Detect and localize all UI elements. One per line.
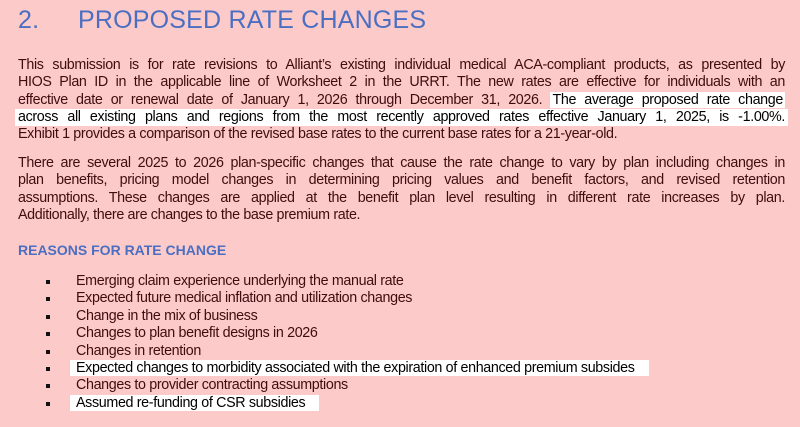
- reason-item: Expected future medical inflation and ut…: [44, 290, 649, 307]
- line-text: effective date or renewal date of Januar…: [18, 91, 543, 108]
- reason-text: Changes to plan benefit designs in 2026: [76, 325, 318, 342]
- reason-item: Changes to plan benefit designs in 2026: [44, 325, 649, 342]
- paragraph-line: There are several 2025 to 2026 plan-spec…: [18, 155, 785, 171]
- bullet-square-icon: [46, 384, 50, 389]
- reason-text: Change in the mix of business: [76, 307, 258, 324]
- paragraph-line: This submission is for rate revisions to…: [18, 57, 785, 73]
- bullet-square-icon: [46, 349, 50, 354]
- highlighted-line: across all existing plans and regions fr…: [15, 108, 788, 127]
- bullet-square-icon: [46, 366, 50, 371]
- section-title: PROPOSED RATE CHANGES: [78, 6, 427, 34]
- bullet-square-icon: [46, 332, 50, 337]
- reason-text: Expected future medical inflation and ut…: [76, 290, 413, 307]
- reason-text: Changes to provider contracting assumpti…: [76, 377, 348, 394]
- reason-text: Emerging claim experience underlying the…: [76, 273, 404, 289]
- section-heading: 2. PROPOSED RATE CHANGES: [18, 6, 426, 35]
- reasons-list: Emerging claim experience underlying the…: [44, 273, 649, 412]
- paragraph-line: effective date or renewal date of Januar…: [18, 91, 785, 109]
- paragraph-rate-summary: This submission is for rate revisions to…: [15, 57, 788, 143]
- reason-text: Assumed re-funding of CSR subsidies: [70, 394, 320, 411]
- reasons-heading: REASONS FOR RATE CHANGE: [18, 242, 227, 258]
- reason-item: Change in the mix of business: [44, 308, 649, 325]
- bullet-square-icon: [46, 401, 50, 406]
- paragraph-plan-changes: There are several 2025 to 2026 plan-spec…: [18, 155, 785, 224]
- highlighted-text: The average proposed rate change: [550, 91, 785, 108]
- section-number: 2.: [18, 6, 40, 34]
- reason-item: Emerging claim experience underlying the…: [44, 273, 649, 290]
- reason-item: Assumed re-funding of CSR subsidies: [44, 394, 649, 412]
- reason-item: Changes to provider contracting assumpti…: [44, 377, 649, 394]
- bullet-square-icon: [46, 297, 50, 302]
- bullet-square-icon: [46, 280, 50, 284]
- paragraph-line: plan benefits, pricing model changes in …: [18, 172, 785, 189]
- reason-text: Changes in retention: [76, 342, 201, 359]
- paragraph-line: assumptions. These changes are applied a…: [18, 189, 785, 206]
- paragraph-line: Additionally, there are changes to the b…: [18, 206, 361, 223]
- paragraph-line: HIOS Plan ID in the applicable line of W…: [18, 74, 785, 91]
- paragraph-line: Exhibit 1 provides a comparison of the r…: [18, 126, 618, 143]
- reason-item: Expected changes to morbidity associated…: [44, 359, 649, 377]
- reason-text: Expected changes to morbidity associated…: [70, 359, 649, 376]
- bullet-square-icon: [46, 314, 50, 319]
- reason-item: Changes in retention: [44, 343, 649, 360]
